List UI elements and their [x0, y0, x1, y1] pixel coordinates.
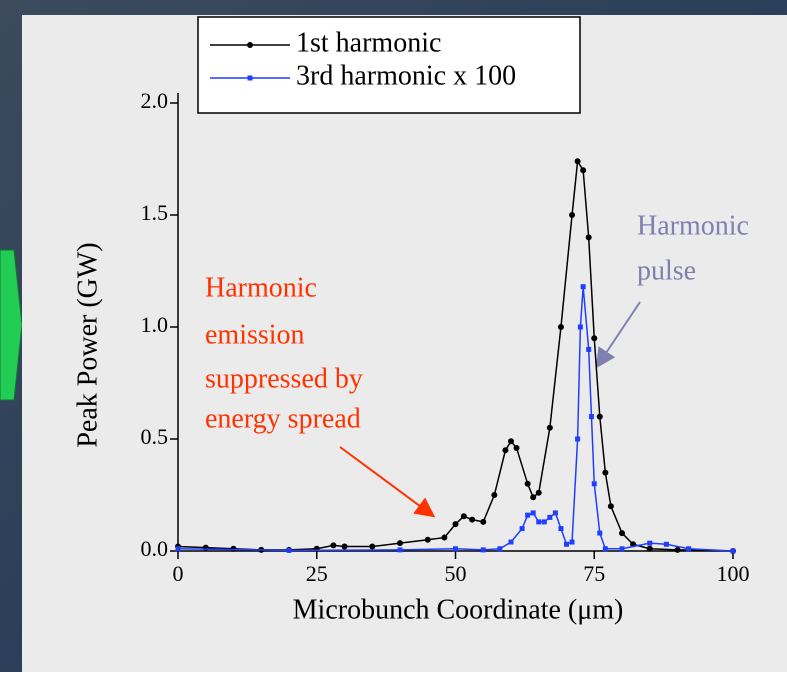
data-point — [286, 547, 292, 553]
data-point — [452, 521, 459, 528]
data-point — [508, 539, 514, 545]
data-point — [580, 167, 587, 174]
legend-label: 1st harmonic — [296, 27, 441, 58]
annotation: suppressed by — [205, 363, 363, 394]
data-point — [530, 494, 537, 501]
data-point — [480, 518, 487, 525]
data-point — [491, 492, 498, 498]
data-point — [585, 234, 592, 241]
x-tick-label: 0 — [173, 561, 184, 586]
data-point — [369, 543, 376, 550]
data-point — [569, 539, 575, 545]
y-tick-label: 1.5 — [141, 200, 169, 225]
y-axis-title: Peak Power (GW) — [72, 242, 103, 447]
data-point — [591, 481, 597, 487]
data-point — [588, 414, 594, 420]
y-tick-label: 0.0 — [141, 536, 169, 561]
data-point — [619, 546, 625, 552]
data-point — [547, 514, 553, 520]
data-point — [330, 542, 337, 549]
data-point — [591, 335, 598, 342]
legend-marker — [247, 42, 253, 48]
data-point — [460, 513, 467, 520]
data-point — [597, 530, 603, 536]
data-point — [580, 284, 586, 290]
annotation: Harmonic — [637, 210, 749, 241]
data-point — [730, 548, 736, 554]
data-point — [536, 519, 542, 525]
data-point — [508, 438, 514, 445]
annotation: pulse — [637, 255, 696, 286]
data-point — [686, 546, 692, 552]
legend-label: 3rd harmonic x 100 — [296, 60, 516, 91]
data-point — [513, 444, 520, 451]
data-point — [525, 512, 531, 518]
data-point — [646, 545, 653, 552]
data-point — [497, 546, 503, 552]
legend-box — [197, 16, 581, 114]
y-tick-label: 1.0 — [141, 312, 169, 337]
legend-marker — [247, 75, 253, 81]
annotation-arrow — [339, 446, 436, 518]
data-point — [453, 546, 458, 552]
data-point — [341, 543, 348, 550]
data-point — [546, 424, 553, 431]
data-point — [424, 536, 431, 543]
data-point — [596, 413, 603, 420]
data-point — [586, 346, 592, 352]
data-point — [469, 516, 476, 523]
data-point — [569, 212, 576, 218]
data-point — [647, 540, 653, 546]
x-tick-label: 50 — [445, 561, 467, 586]
green-arrow-shape — [0, 249, 23, 401]
data-point — [564, 541, 569, 547]
data-point — [480, 547, 486, 553]
x-tick-label: 25 — [306, 561, 328, 586]
data-point — [535, 489, 542, 496]
data-point — [397, 547, 403, 553]
data-point — [602, 469, 609, 476]
series-line — [177, 286, 734, 552]
x-axis-title: Microbunch Coordinate (μm) — [293, 594, 624, 625]
panel — [22, 15, 787, 672]
data-point — [574, 158, 581, 165]
x-tick-label: 75 — [583, 561, 605, 586]
annotation-arrow — [595, 301, 641, 369]
x-tick-label: 100 — [717, 561, 750, 586]
data-point — [552, 510, 558, 516]
y-tick-label: 2.0 — [141, 88, 169, 113]
annotation: Harmonic — [205, 272, 317, 303]
y-tick-label: 0.5 — [141, 424, 169, 449]
annotation: emission — [205, 319, 305, 350]
annotation: energy spread — [205, 403, 361, 434]
data-point — [530, 510, 536, 516]
data-point — [619, 530, 625, 537]
data-point — [674, 546, 681, 553]
data-point — [441, 534, 448, 541]
data-point — [575, 436, 581, 442]
data-point — [541, 519, 547, 525]
data-point — [230, 545, 237, 552]
data-point — [663, 541, 669, 547]
data-point — [607, 503, 614, 510]
data-point — [502, 447, 509, 454]
data-point — [397, 540, 403, 547]
data-point — [175, 546, 181, 552]
data-point — [602, 546, 608, 552]
data-point — [524, 480, 531, 487]
data-point — [557, 324, 564, 330]
data-point — [577, 324, 583, 330]
data-point — [558, 526, 564, 532]
data-point — [519, 526, 525, 532]
